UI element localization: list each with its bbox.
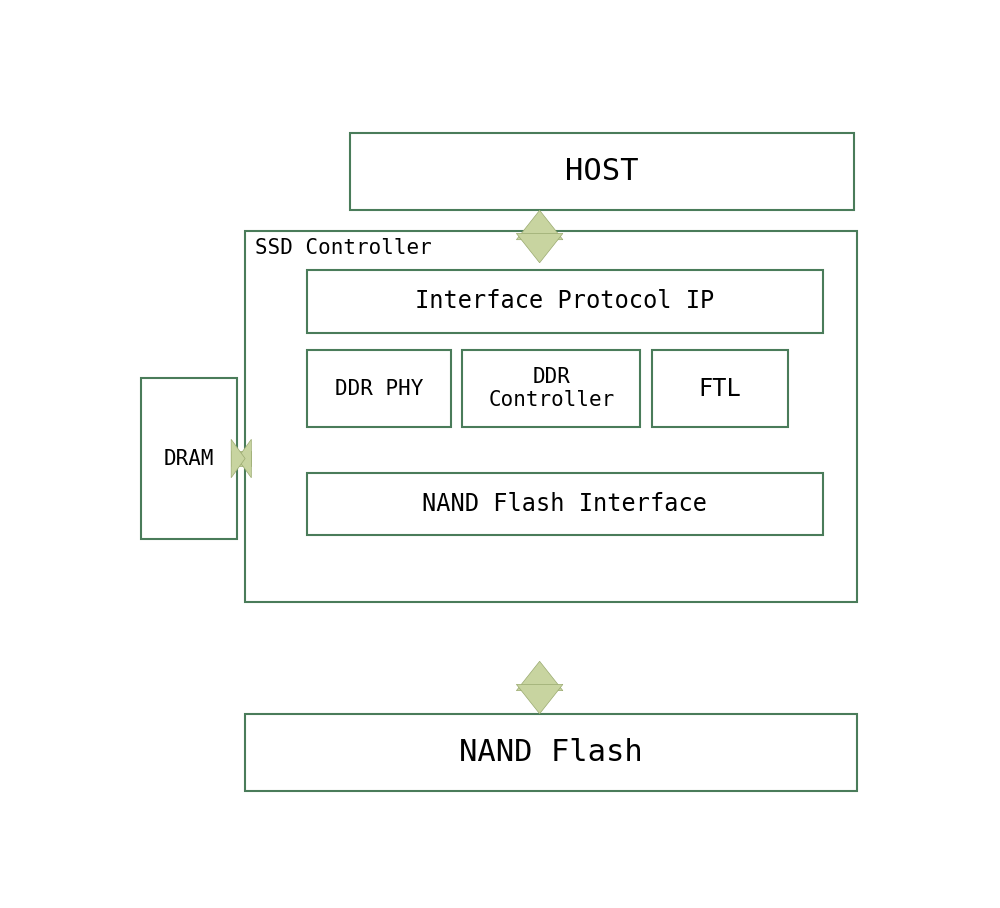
Text: DRAM: DRAM xyxy=(164,449,214,469)
Text: NAND Flash: NAND Flash xyxy=(459,737,643,766)
Text: DDR
Controller: DDR Controller xyxy=(488,367,614,410)
Bar xyxy=(531,233,548,240)
Polygon shape xyxy=(516,685,563,714)
Polygon shape xyxy=(516,233,563,262)
Bar xyxy=(245,232,857,602)
Bar xyxy=(231,451,251,466)
Text: SSD Controller: SSD Controller xyxy=(255,238,432,258)
Bar xyxy=(140,378,237,539)
Bar xyxy=(307,270,822,332)
Bar xyxy=(462,350,640,427)
Bar xyxy=(350,133,854,211)
Text: HOST: HOST xyxy=(565,157,638,186)
Text: DDR PHY: DDR PHY xyxy=(335,379,423,399)
Text: FTL: FTL xyxy=(698,377,741,400)
Polygon shape xyxy=(231,439,245,478)
Polygon shape xyxy=(516,211,563,240)
Bar xyxy=(307,472,822,536)
Bar xyxy=(652,350,788,427)
Text: NAND Flash Interface: NAND Flash Interface xyxy=(422,492,707,516)
Bar xyxy=(531,685,548,691)
Bar xyxy=(245,714,857,791)
Bar xyxy=(307,350,450,427)
Text: Interface Protocol IP: Interface Protocol IP xyxy=(415,290,714,313)
Polygon shape xyxy=(237,439,251,478)
Polygon shape xyxy=(516,661,563,691)
